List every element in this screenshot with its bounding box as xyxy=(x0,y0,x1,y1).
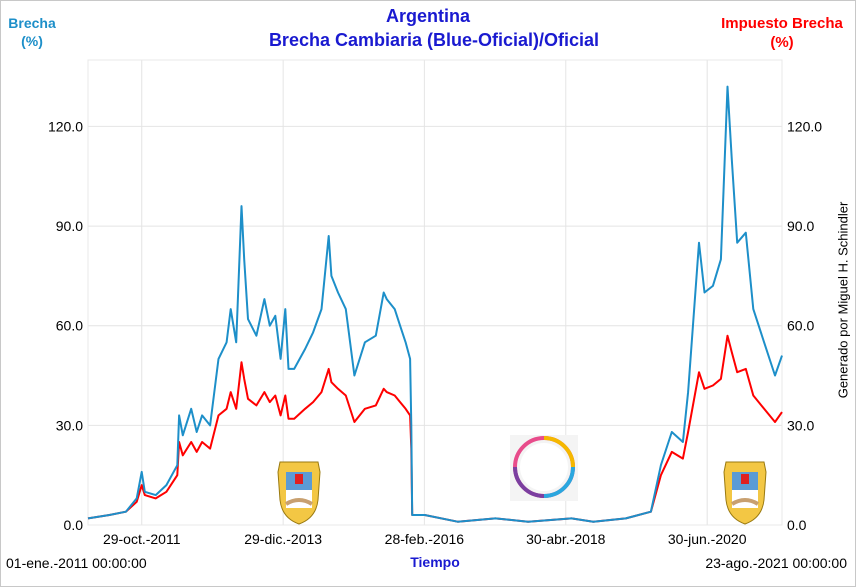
series-lines xyxy=(87,85,783,523)
y-axis-right-label: Impuesto Brecha (%) xyxy=(712,14,852,52)
y-tick-left-label: 120.0 xyxy=(48,118,83,134)
logo-circle xyxy=(510,435,578,501)
x-tick-label: 30-jun.-2020 xyxy=(668,531,747,547)
x-ticks: 29-oct.-2011 29-dic.-2013 28-feb.-2016 30-a… xyxy=(103,531,747,547)
y-ticks-right: 0.0 30.0 60.0 90.0 120.0 xyxy=(787,118,822,533)
x-range-start: 01-ene.-2011 00:00:00 xyxy=(6,555,147,571)
y-tick-right-label: 90.0 xyxy=(787,218,814,234)
grid xyxy=(87,59,783,526)
credit-text: Generado por Miguel H. Schindler xyxy=(835,201,851,399)
chart-subtitle: Brecha Cambiaria (Blue-Oficial)/Oficial xyxy=(268,30,600,50)
logo-badge-right xyxy=(723,461,767,525)
y-tick-right-label: 60.0 xyxy=(787,318,814,334)
x-tick-label: 28-feb.-2016 xyxy=(385,531,465,547)
plot-area xyxy=(87,59,783,526)
y-axis-right-name: Impuesto Brecha xyxy=(721,15,843,32)
series-line-impuesto-brecha xyxy=(87,334,783,523)
series-line-brecha xyxy=(87,85,783,523)
y-tick-left-label: 60.0 xyxy=(56,318,83,334)
y-tick-right-label: 120.0 xyxy=(787,118,822,134)
y-axis-left-unit: (%) xyxy=(21,33,43,49)
x-tick-label: 29-dic.-2013 xyxy=(244,531,322,547)
y-tick-left-label: 0.0 xyxy=(64,517,84,533)
y-tick-right-label: 30.0 xyxy=(787,417,814,433)
y-tick-left-label: 90.0 xyxy=(56,218,83,234)
x-range-end: 23-ago.-2021 00:00:00 xyxy=(705,555,847,571)
x-tick-label: 29-oct.-2011 xyxy=(103,531,181,547)
x-axis-label: Tiempo xyxy=(410,554,460,570)
x-tick-label: 30-abr.-2018 xyxy=(526,531,606,547)
logo-badge-left xyxy=(277,461,321,525)
y-ticks-left: 0.0 30.0 60.0 90.0 120.0 xyxy=(48,118,83,533)
y-tick-right-label: 0.0 xyxy=(787,517,807,533)
chart-title: Argentina xyxy=(385,6,470,26)
y-tick-left-label: 30.0 xyxy=(56,417,83,433)
y-axis-right-unit: (%) xyxy=(770,34,794,51)
y-axis-left-name: Brecha xyxy=(8,15,56,31)
y-axis-left-label: Brecha (%) xyxy=(0,14,80,50)
